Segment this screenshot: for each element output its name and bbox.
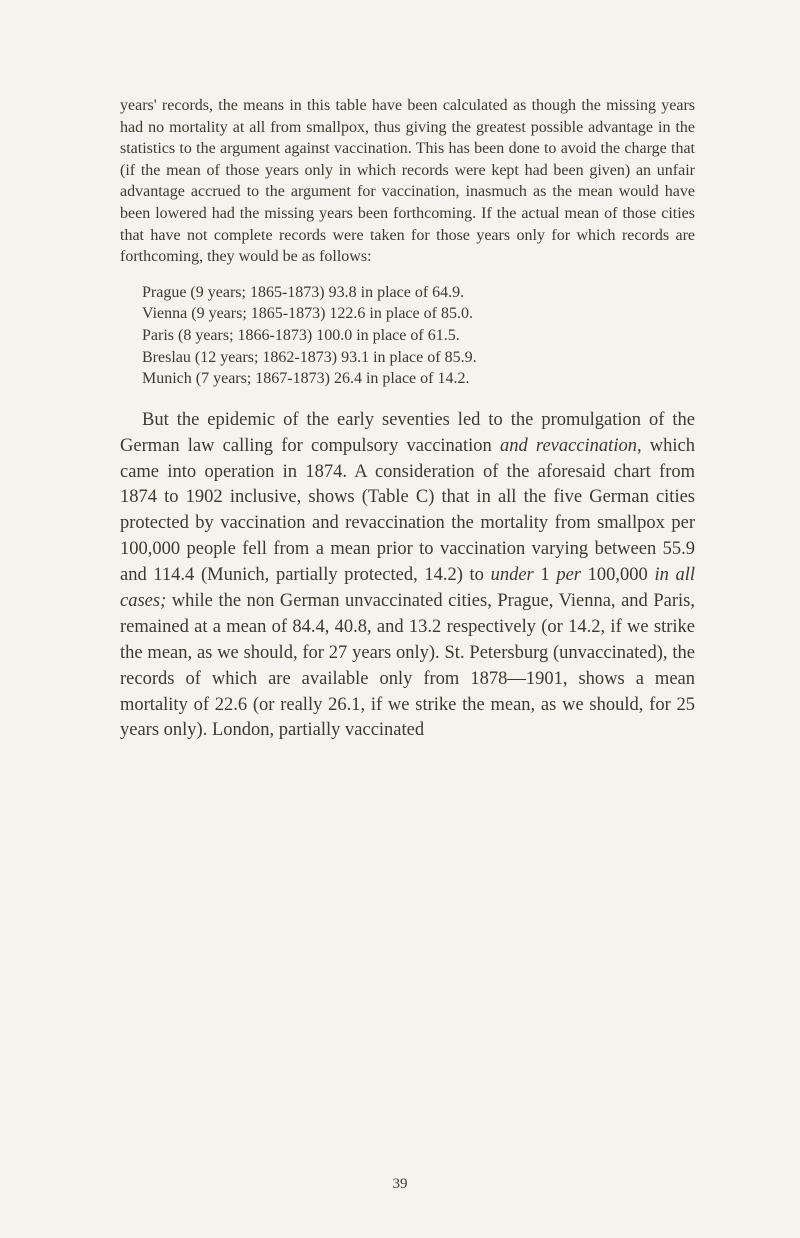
main-text-segment: 100,000 <box>581 565 654 585</box>
list-item: Breslau (12 years; 1862-1873) 93.1 in pl… <box>142 347 695 369</box>
main-text-segment: which came into operation in 1874. A con… <box>120 436 695 585</box>
main-text-segment: 1 <box>534 565 557 585</box>
list-item: Prague (9 years; 1865-1873) 93.8 in plac… <box>142 282 695 304</box>
main-paragraph: But the epidemic of the early seventies … <box>120 408 695 745</box>
city-stats-list: Prague (9 years; 1865-1873) 93.8 in plac… <box>120 282 695 390</box>
list-item: Vienna (9 years; 1865-1873) 122.6 in pla… <box>142 303 695 325</box>
page-content: years' records, the means in this table … <box>120 95 695 744</box>
italic-text: under <box>491 565 534 585</box>
italic-text: per <box>556 565 581 585</box>
list-item: Munich (7 years; 1867-1873) 26.4 in plac… <box>142 368 695 390</box>
list-item: Paris (8 years; 1866-1873) 100.0 in plac… <box>142 325 695 347</box>
page-number: 39 <box>393 1176 408 1193</box>
intro-paragraph: years' records, the means in this table … <box>120 95 695 268</box>
main-text-segment: while the non German unvaccinated cities… <box>120 591 695 740</box>
italic-text: and revaccination, <box>500 436 642 456</box>
